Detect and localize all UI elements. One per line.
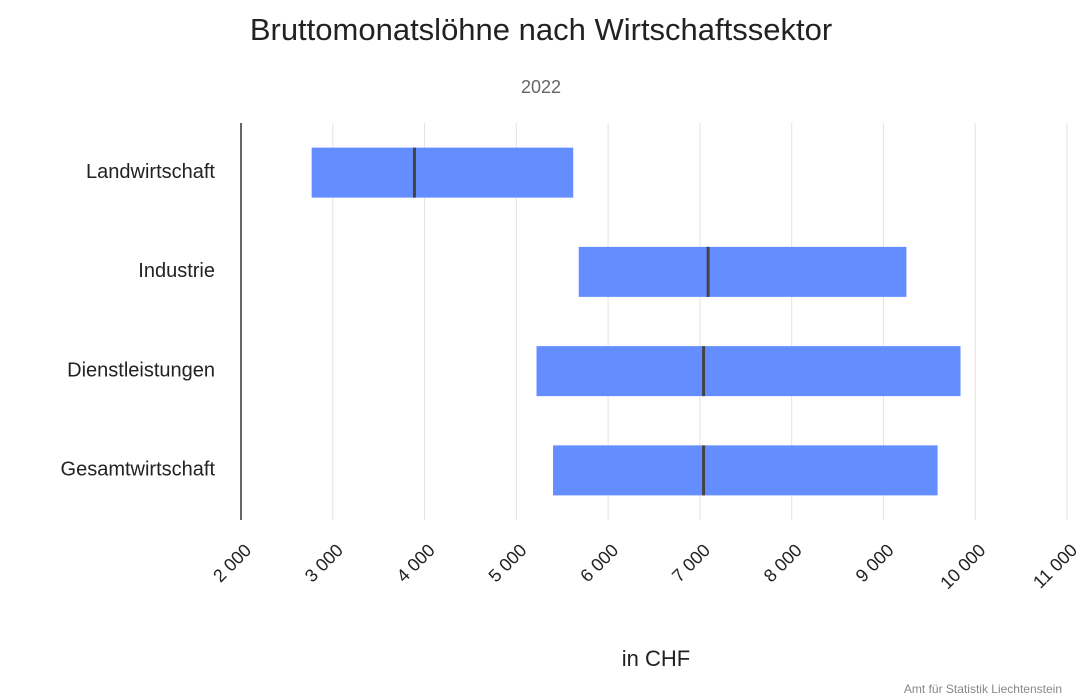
source: Amt für Statistik Liechtenstein	[904, 682, 1062, 696]
x-tick-label: 9 000	[852, 540, 898, 586]
y-tick-label: Dienstleistungen	[67, 359, 215, 381]
range-box	[553, 445, 938, 496]
x-tick-label: 8 000	[760, 540, 806, 586]
range-box	[536, 346, 961, 397]
range-box	[578, 246, 907, 297]
y-tick-label: Gesamtwirtschaft	[61, 459, 216, 481]
x-tick-label: 3 000	[301, 540, 347, 586]
x-tick-label: 2 000	[209, 540, 255, 586]
x-axis-label: in CHF	[622, 646, 690, 671]
chart-title: Bruttomonatslöhne nach Wirtschaftssektor	[250, 12, 832, 47]
x-tick-label: 7 000	[668, 540, 714, 586]
x-tick-label: 11 000	[1029, 540, 1081, 592]
x-tick-label: 6 000	[576, 540, 622, 586]
x-tick-label: 10 000	[936, 540, 989, 593]
x-tick-label: 4 000	[393, 540, 439, 586]
x-tick-label: 5 000	[485, 540, 531, 586]
y-tick-label: Landwirtschaft	[86, 161, 215, 183]
y-tick-label: Industrie	[138, 260, 215, 282]
chart-subtitle: 2022	[521, 77, 561, 97]
range-box	[311, 147, 574, 198]
